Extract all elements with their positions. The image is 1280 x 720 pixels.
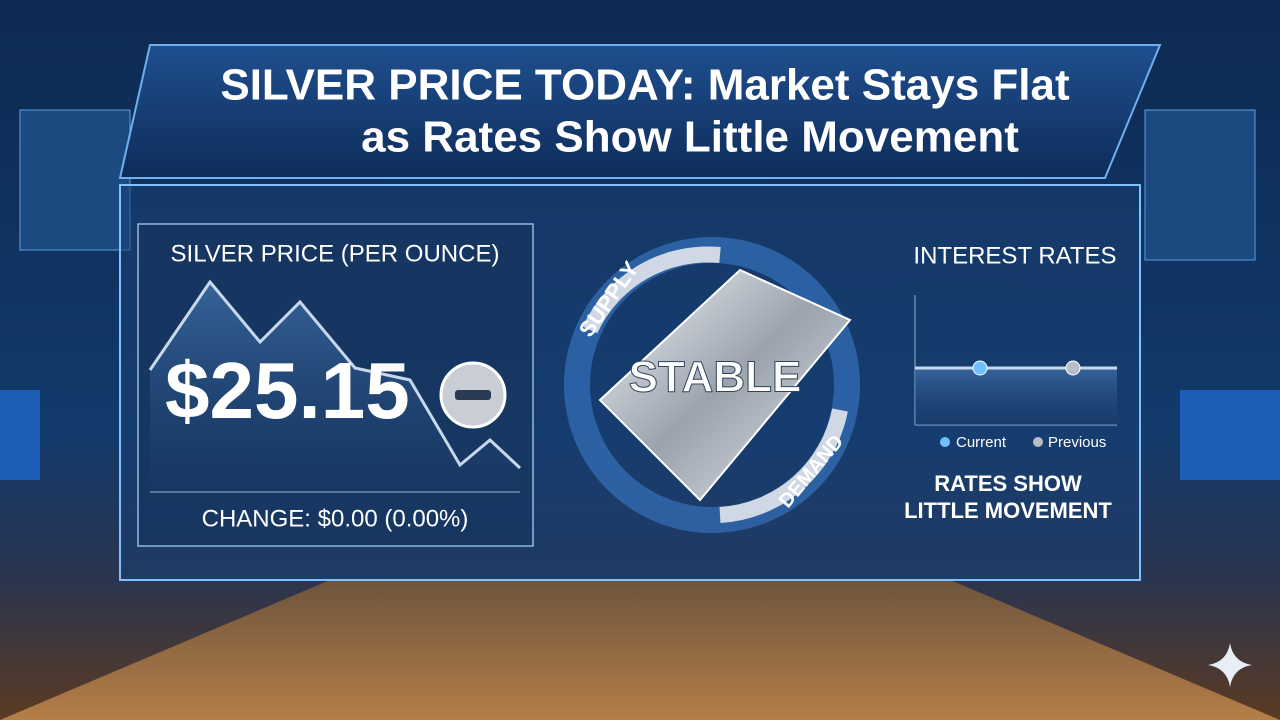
legend-label: Current [956,434,1007,451]
bg-monitor [0,390,40,480]
price: $25.15 [165,346,410,435]
legend-dot [1033,437,1043,447]
caption-line: RATES SHOW [934,471,1082,496]
decor-chart-line [148,279,522,470]
sparkle [1208,643,1252,687]
title-line: as Rates Show Little Movement [361,113,1019,162]
decor-dot [972,360,988,376]
decor-rate-area [915,368,1117,425]
bg-monitor [1180,390,1280,480]
legend-label: Previous [1048,434,1106,451]
stable-label: STABLE [629,353,802,402]
floor [0,580,1280,720]
bg-monitor [1144,109,1256,261]
panel-title: INTEREST RATES [913,242,1116,269]
legend-dot [940,437,950,447]
caption-line: LITTLE MOVEMENT [904,498,1112,523]
decor-chart-area [150,282,520,490]
title-line: SILVER PRICE TODAY: Market Stays Flat [220,61,1070,110]
change-text: CHANGE: $0.00 (0.00%) [202,505,469,532]
cycle-arrow [582,246,721,334]
bg-monitor [19,109,131,251]
neutral-icon-bar [455,390,491,400]
panel-title: SILVER PRICE (PER OUNCE) [171,240,500,267]
decor-dot [1065,360,1081,376]
title-banner [118,44,1162,179]
cycle-arrow [719,408,848,523]
silver-bar [598,268,852,502]
